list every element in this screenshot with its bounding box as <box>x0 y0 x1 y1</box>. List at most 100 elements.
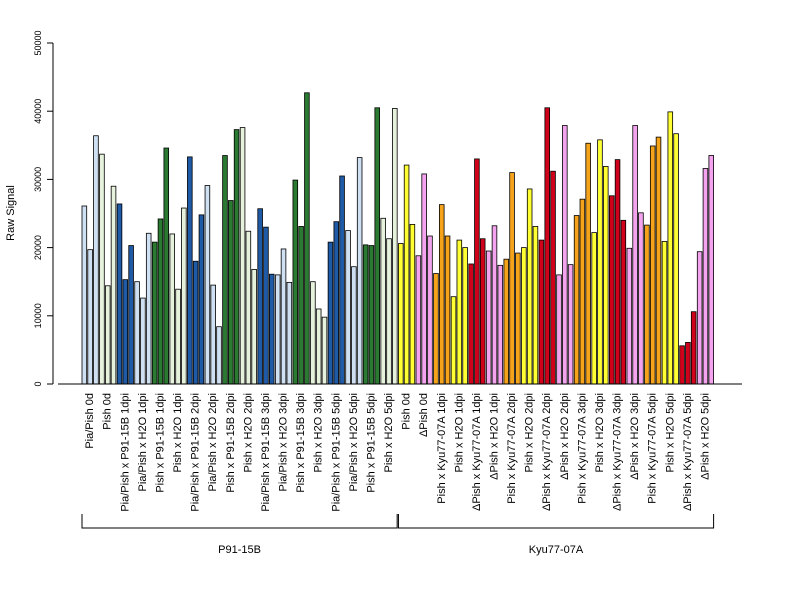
bar <box>392 108 398 385</box>
bar <box>169 233 175 385</box>
x-tick-label: Pish 0d <box>102 393 114 430</box>
bar <box>673 133 679 385</box>
bar <box>380 217 386 385</box>
x-tick-label: Pia/Pish x H2O 2dpi <box>207 393 219 491</box>
bar <box>110 185 117 385</box>
bar <box>597 139 603 385</box>
bar <box>310 281 316 385</box>
x-tick-label: ΔPish x Kyu77-07A 2dpi <box>541 393 553 511</box>
bar <box>257 208 263 385</box>
x-tick-label: ΔPish x H2O 2dpi <box>559 393 571 480</box>
bar <box>368 245 375 385</box>
bar <box>515 252 521 385</box>
group-label: P91-15B <box>218 544 261 556</box>
bar <box>187 156 193 385</box>
x-tick-label: ΔPish x Kyu77-07A 1dpi <box>471 393 483 511</box>
bar <box>556 274 562 385</box>
x-tick-label: Pia/Pish x P91-15B 3dpi <box>260 393 272 512</box>
bar <box>163 147 170 385</box>
bar <box>222 155 228 385</box>
bar <box>351 266 357 385</box>
bar <box>210 284 216 385</box>
bar <box>421 173 427 385</box>
bar <box>204 185 211 385</box>
x-tick-label: Pish x P91-15B 5dpi <box>365 393 377 493</box>
x-tick-label: Pish x P91-15B 1dpi <box>154 393 166 493</box>
bar <box>438 204 445 385</box>
bar <box>644 224 650 385</box>
bar <box>573 215 580 385</box>
bar <box>122 279 129 385</box>
bar <box>345 230 351 385</box>
bar <box>655 136 662 385</box>
bar <box>620 219 627 385</box>
bar <box>356 157 363 385</box>
x-tick-label: Pish x H2O 1dpi <box>172 393 184 472</box>
bar <box>362 244 369 385</box>
bar <box>239 127 246 385</box>
y-axis-label: Raw Signal <box>5 185 17 241</box>
x-tick-label: Pish x Kyu77-07A 3dpi <box>576 393 588 504</box>
bar <box>685 341 691 385</box>
x-tick-labels: Pia/Pish 0d Pish 0d Pia/Pish x P91-15B 1dp… <box>84 393 711 512</box>
bar <box>638 212 644 385</box>
bar <box>567 264 574 385</box>
bar <box>509 172 515 385</box>
x-tick-label: Pia/Pish x H2O 3dpi <box>278 393 290 491</box>
bar <box>327 241 334 385</box>
bar <box>690 311 697 385</box>
bar <box>93 135 99 385</box>
bar <box>585 142 591 385</box>
x-tick-label: Pia/Pish x P91-15B 5dpi <box>330 393 342 512</box>
bar <box>532 226 539 385</box>
x-tick-label: Pia/Pish x P91-15B 2dpi <box>190 393 202 512</box>
bar <box>526 188 533 385</box>
bar <box>175 288 181 385</box>
bar <box>603 166 609 385</box>
bar <box>374 107 380 385</box>
bar <box>403 164 410 385</box>
x-tick-label: Pish 0d <box>401 393 413 430</box>
bar <box>491 225 498 385</box>
bar <box>702 168 709 385</box>
bar <box>286 281 293 385</box>
x-tick-label: Pish x Kyu77-07A 1dpi <box>436 393 448 504</box>
bar <box>81 205 88 385</box>
x-tick-label: Pish x H2O 3dpi <box>313 393 325 472</box>
bar <box>274 274 281 385</box>
x-tick-label: Pia/Pish 0d <box>84 393 96 449</box>
x-tick-label: Pia/Pish x H2O 5dpi <box>348 393 360 491</box>
x-tick-label: ΔPish x H2O 5dpi <box>699 393 711 480</box>
bar <box>497 264 504 385</box>
bar <box>415 255 422 385</box>
bar <box>157 218 164 385</box>
group-brackets: P91-15B Kyu77-07A <box>81 514 715 556</box>
bar <box>456 239 463 385</box>
x-tick-label: Pish x H2O 1dpi <box>453 393 465 472</box>
bar <box>579 198 586 385</box>
x-tick-label: ΔPish x H2O 1dpi <box>488 393 500 480</box>
bar <box>315 308 322 385</box>
x-tick-label: Pish x P91-15B 2dpi <box>225 393 237 493</box>
bar <box>398 243 404 385</box>
bar <box>251 269 257 385</box>
y-tick-label: 30000 <box>33 167 43 192</box>
bar <box>649 145 656 385</box>
bar <box>233 129 240 385</box>
x-tick-label: Pia/Pish x H2O 1dpi <box>137 393 149 491</box>
bar <box>661 241 668 385</box>
x-tick-label: Pish x H2O 5dpi <box>664 393 676 472</box>
group-bracket <box>81 514 398 529</box>
bar <box>140 297 146 385</box>
bar <box>268 273 275 385</box>
bar <box>386 238 392 385</box>
bar <box>292 179 299 385</box>
bar <box>444 235 451 385</box>
bar <box>228 200 234 385</box>
x-tick-label: Pish x H2O 2dpi <box>242 393 254 472</box>
bar <box>304 92 310 385</box>
bar <box>609 195 615 385</box>
bar <box>134 281 140 385</box>
bar <box>474 158 480 385</box>
